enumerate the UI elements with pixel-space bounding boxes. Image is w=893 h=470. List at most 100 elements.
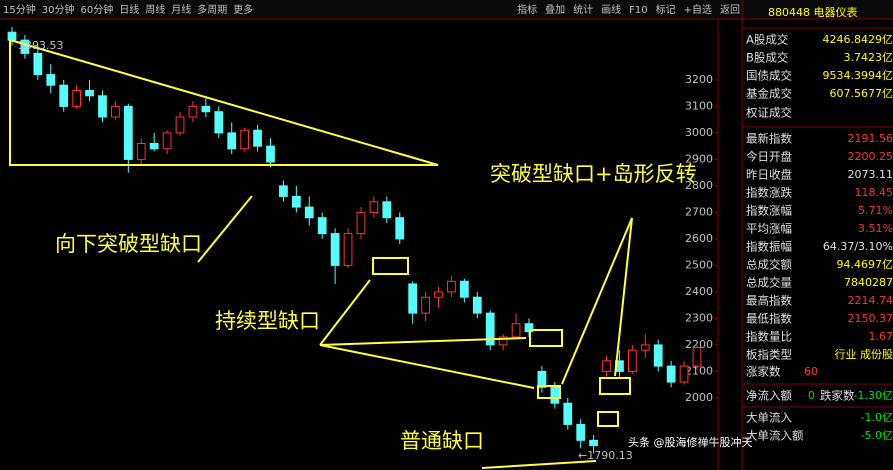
annotation: 普通缺口 [400,429,484,453]
toolbar-tab[interactable]: 60分钟 [80,3,113,16]
candle-body [485,312,495,346]
y-tick-label: 2400 [685,285,713,298]
candle-body [123,105,133,160]
candle-body [602,360,611,372]
toolbar-tab[interactable]: 更多 [233,3,253,16]
annotation: 突破型缺口+岛形反转 [490,162,697,186]
candle-body [188,105,198,118]
side-value: 60 [804,365,818,378]
candle-body [537,370,547,388]
side-label: 最高指数 [746,294,792,308]
side-value: 2150.37 [848,312,893,325]
toolbar-tab[interactable]: 30分钟 [42,3,75,16]
candle-body [266,145,275,163]
candle-body [408,283,418,314]
side-label: 最低指数 [746,312,792,326]
gap-box [599,377,631,395]
side-label: 涨家数 [746,365,781,379]
toolbar-button[interactable]: 统计 [573,3,593,16]
arrow [561,217,633,385]
side-label: 基金成交 [746,87,792,101]
side-value: 4246.8429亿 [823,33,893,46]
arrow [319,279,371,346]
candle-body [111,105,120,118]
candle-body [46,74,56,86]
candle-body [59,84,69,107]
toolbar-tab[interactable]: 15分钟 [3,3,36,16]
candle-body [459,280,469,298]
candle-body [653,344,663,367]
side-label: 指数涨幅 [746,204,792,218]
side-value: 1.67 [869,330,893,343]
y-tick-label: 2700 [685,205,713,218]
candle-body [692,347,702,367]
candle-body [175,116,185,134]
candle-body [628,349,637,372]
y-tick-label: 2100 [685,364,713,377]
y-tick-label: 2000 [685,391,713,404]
side-value: 2073.11 [848,168,893,181]
candle-body [7,31,17,41]
arrow [481,460,597,469]
toolbar-button[interactable]: 标记 [656,4,676,16]
candle-body [447,280,456,293]
candle-body [20,39,30,54]
toolbar-tab[interactable]: 日线 [119,3,139,16]
gap-box [529,329,563,347]
candle-body [421,296,430,314]
candle-body [472,296,482,314]
arrow [614,217,633,377]
y-tick-label: 2900 [685,152,713,165]
toolbar-button[interactable]: 指标 [517,3,537,16]
toolbar-tab[interactable]: 月线 [171,3,191,16]
toolbar-tab[interactable]: 周线 [145,3,165,16]
side-value: 行业 成份股 [835,348,893,361]
y-tick-label: 2200 [685,338,713,351]
arrow [319,344,535,389]
toolbar-button[interactable]: 返回 [720,4,740,16]
candle-body [343,233,353,266]
candle-body [227,132,237,150]
gap-box [537,385,561,399]
side-label: 跌家数 [820,389,855,403]
side-label: 指数量比 [746,330,792,344]
side-label: 权证成交 [746,106,792,120]
side-label: 平均涨幅 [746,222,792,236]
side-value: 0 [808,389,815,402]
side-label: 国债成交 [746,69,792,83]
candle-body [356,211,366,235]
candle-body [253,129,262,147]
y-tick-label: 3000 [685,126,713,139]
y-tick-label: 2500 [685,258,713,271]
side-label: 昨日收盘 [746,168,792,182]
toolbar-tab[interactable]: 多周期 [197,3,227,16]
toolbar-button[interactable]: F10 [629,5,647,16]
side-label: 板指类型 [746,348,792,362]
side-label: 大单流入 [746,411,792,425]
watermark: 头条 @股海修禅牛股冲天 [628,435,753,449]
y-tick-label: 2300 [685,311,713,324]
side-value: 2214.74 [848,294,893,307]
arrow [319,337,527,346]
toolbar-button[interactable]: 画线 [601,3,621,16]
candle-body [511,323,521,338]
candle-body [33,52,43,76]
side-label: 净流入额 [746,389,792,403]
annotation: 持续型缺口 [215,309,320,333]
candle-body [72,89,82,107]
candle-body [149,142,159,150]
side-label: A股成交 [746,33,789,47]
candle-body [434,291,443,298]
candle-body [279,185,288,198]
candle-body [576,423,586,441]
candle-body [330,233,340,266]
side-value: -1.30亿 [854,389,893,402]
gap-box [597,411,619,427]
side-value: 5.71% [858,204,893,217]
side-label: 总成交额 [746,258,792,272]
toolbar-button[interactable]: +自选 [684,3,712,16]
candle-body [524,323,534,333]
toolbar-button[interactable]: 叠加 [545,4,565,16]
arrow [197,195,253,263]
